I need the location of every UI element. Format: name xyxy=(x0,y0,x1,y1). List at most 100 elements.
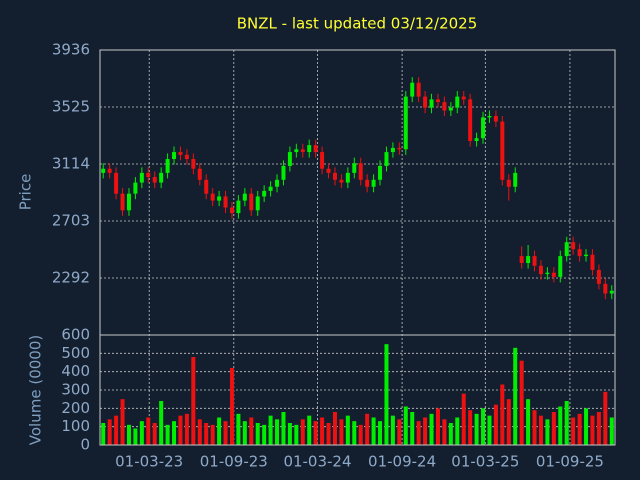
candle-body xyxy=(481,117,486,139)
volume-bar xyxy=(603,391,608,445)
candle-body xyxy=(287,152,292,166)
x-tick-label: 01-09-23 xyxy=(200,453,268,471)
candle-body xyxy=(513,172,518,187)
volume-bar xyxy=(365,413,370,445)
candle-body xyxy=(223,196,228,208)
volume-tick-label: 600 xyxy=(61,326,90,344)
volume-bar xyxy=(390,415,395,445)
volume-bar xyxy=(339,419,344,445)
volume-frame xyxy=(99,334,616,446)
volume-bar xyxy=(397,419,402,445)
candle-body xyxy=(294,149,299,153)
y-tick-label: 3114 xyxy=(52,155,90,173)
volume-bar xyxy=(538,415,543,445)
volume-bar xyxy=(526,399,531,445)
volume-bar xyxy=(249,417,254,445)
volume-bar xyxy=(294,424,299,445)
x-tick-label: 01-03-23 xyxy=(115,453,183,471)
candle-body xyxy=(320,152,325,169)
candle-body xyxy=(442,102,447,111)
candle-body xyxy=(564,242,569,257)
x-tick-label: 01-03-24 xyxy=(283,453,351,471)
volume-tick-label: 0 xyxy=(80,436,90,454)
candle-body xyxy=(172,152,177,160)
volume-bar xyxy=(345,415,350,445)
y-tick-label: 2703 xyxy=(52,212,90,230)
y-tick-label: 2292 xyxy=(52,269,90,287)
volume-bar xyxy=(423,417,428,445)
volume-bar xyxy=(506,399,511,445)
candle-body xyxy=(416,82,421,97)
volume-bar xyxy=(268,415,273,445)
candle-body xyxy=(139,172,144,183)
candle-body xyxy=(384,152,389,166)
candle-body xyxy=(217,196,222,201)
volume-bar xyxy=(609,417,614,445)
volume-bar xyxy=(320,417,325,445)
candle-body xyxy=(107,168,112,173)
candle-body xyxy=(532,256,537,266)
candle-body xyxy=(435,99,440,103)
volume-bar xyxy=(403,406,408,445)
chart-title: BNZL - last updated 03/12/2025 xyxy=(237,15,478,33)
volume-bar xyxy=(500,384,505,445)
candle-body xyxy=(152,177,157,183)
volume-bar xyxy=(184,413,189,445)
candle-body xyxy=(126,193,131,211)
volume-bar xyxy=(133,428,138,445)
volume-bar xyxy=(448,423,453,445)
y-axis-label: Price xyxy=(17,174,35,211)
volume-bar xyxy=(326,423,331,445)
candle-body xyxy=(577,249,582,257)
candle-body xyxy=(609,290,614,294)
candle-body xyxy=(146,172,151,178)
candle-body xyxy=(255,196,260,211)
volume-bar xyxy=(416,421,421,445)
candle-body xyxy=(300,149,305,153)
volume-bar xyxy=(513,347,518,445)
candle-body xyxy=(210,193,215,201)
volume-bar xyxy=(558,406,563,445)
candle-body xyxy=(500,121,505,180)
volume-bar xyxy=(313,421,318,445)
volume-bar xyxy=(255,423,260,445)
candle-body xyxy=(114,172,119,194)
candle-body xyxy=(275,179,280,187)
y-tick-label: 3525 xyxy=(52,98,90,116)
candle-body xyxy=(538,265,543,275)
volume-bar xyxy=(229,368,234,445)
y-tick-label: 3936 xyxy=(52,41,90,59)
candle-body xyxy=(236,200,241,214)
volume-bar xyxy=(287,423,292,445)
volume-bar xyxy=(429,413,434,445)
x-tick-label: 01-03-25 xyxy=(451,453,519,471)
volume-bar xyxy=(172,421,177,445)
candle-body xyxy=(423,96,428,108)
volume-bar xyxy=(519,360,524,445)
volume-bar xyxy=(468,410,473,445)
candle-body xyxy=(262,190,267,197)
candle-body xyxy=(204,179,209,194)
volume-bar xyxy=(571,417,576,445)
volume-bar xyxy=(442,419,447,445)
volume-bar xyxy=(178,415,183,445)
volume-bar xyxy=(159,401,164,445)
volume-bar xyxy=(551,412,556,445)
candle-body xyxy=(371,179,376,187)
candle-body xyxy=(558,256,563,277)
volume-bar xyxy=(371,417,376,445)
candle-body xyxy=(313,145,318,153)
candle-body xyxy=(410,82,415,97)
candle-body xyxy=(249,193,254,211)
candle-body xyxy=(545,272,550,275)
candle-body xyxy=(281,165,286,180)
volume-bar xyxy=(596,412,601,445)
candle-body xyxy=(493,116,498,122)
volume-bar xyxy=(378,421,383,445)
volume-axis-label: Volume (0000) xyxy=(27,335,45,445)
volume-bar xyxy=(191,357,196,445)
volume-bar xyxy=(204,423,209,445)
candle-body xyxy=(397,147,402,150)
candle-body xyxy=(133,182,138,194)
